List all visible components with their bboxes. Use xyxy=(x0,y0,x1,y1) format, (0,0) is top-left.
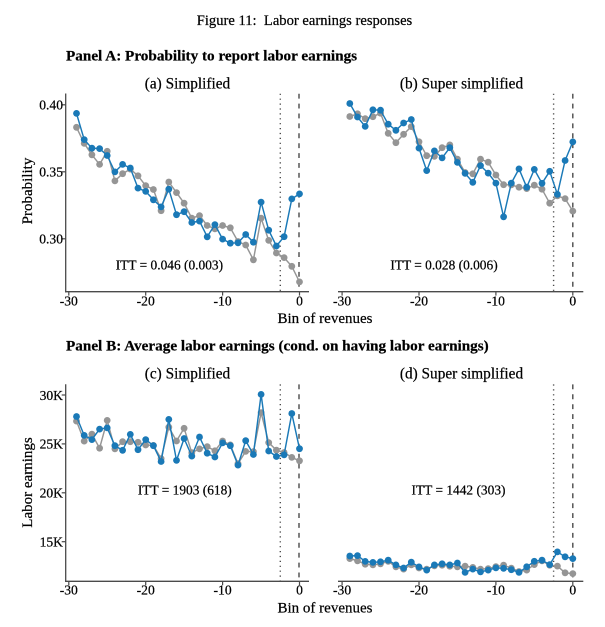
svg-text:ITT = 1903 (618): ITT = 1903 (618) xyxy=(138,483,232,498)
svg-text:-30: -30 xyxy=(333,294,351,309)
svg-text:Bin of revenues: Bin of revenues xyxy=(278,600,373,616)
svg-text:20K: 20K xyxy=(40,486,64,501)
svg-text:15K: 15K xyxy=(40,535,64,550)
svg-text:-30: -30 xyxy=(60,582,78,597)
svg-text:0.30: 0.30 xyxy=(39,232,63,247)
svg-text:-20: -20 xyxy=(410,294,428,309)
svg-text:0.40: 0.40 xyxy=(39,98,63,113)
svg-text:Panel A: Probability to report: Panel A: Probability to report labor ear… xyxy=(66,47,357,64)
svg-text:(a) Simplified: (a) Simplified xyxy=(145,76,231,93)
svg-text:-20: -20 xyxy=(410,582,428,597)
svg-text:Labor earnings: Labor earnings xyxy=(20,437,36,528)
svg-text:(b) Super simplified: (b) Super simplified xyxy=(400,76,524,93)
svg-text:ITT = 1442 (303): ITT = 1442 (303) xyxy=(412,483,506,498)
svg-text:-30: -30 xyxy=(333,582,351,597)
svg-text:Figure 11: Labor earnings res: Figure 11: Labor earnings responses xyxy=(197,13,413,29)
svg-text:-10: -10 xyxy=(214,294,232,309)
svg-text:-10: -10 xyxy=(487,582,505,597)
svg-text:-20: -20 xyxy=(137,294,155,309)
svg-text:ITT = 0.046 (0.003): ITT = 0.046 (0.003) xyxy=(116,257,223,272)
svg-text:0.35: 0.35 xyxy=(39,165,63,180)
svg-text:Bin of revenues: Bin of revenues xyxy=(278,311,373,327)
svg-text:0: 0 xyxy=(569,294,576,309)
svg-text:Panel B: Average labor earning: Panel B: Average labor earnings (cond. o… xyxy=(66,337,489,354)
svg-text:ITT = 0.028 (0.006): ITT = 0.028 (0.006) xyxy=(390,257,497,272)
svg-text:Probability: Probability xyxy=(20,157,36,224)
svg-text:-30: -30 xyxy=(60,294,78,309)
svg-text:(d) Super simplified: (d) Super simplified xyxy=(400,366,524,383)
svg-text:-10: -10 xyxy=(214,582,232,597)
svg-text:0: 0 xyxy=(296,294,303,309)
svg-text:-10: -10 xyxy=(487,294,505,309)
svg-text:0: 0 xyxy=(569,582,576,597)
svg-text:-20: -20 xyxy=(137,582,155,597)
svg-text:30K: 30K xyxy=(40,388,64,403)
svg-text:(c) Simplified: (c) Simplified xyxy=(145,366,231,383)
svg-text:0: 0 xyxy=(296,582,303,597)
svg-text:25K: 25K xyxy=(40,437,64,452)
